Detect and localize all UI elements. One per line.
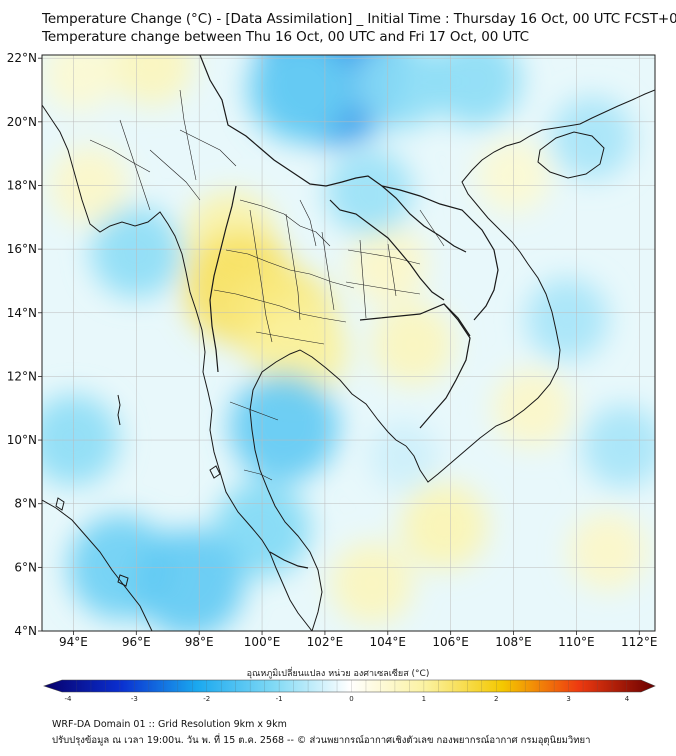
y-tick-label: 4°N [14,624,37,638]
x-axis: 94°E 96°E 98°E 100°E 102°E 104°E 106°E 108°E 110… [59,631,658,649]
colorbar-tick-label: -3 [131,695,138,703]
x-tick-label: 100°E [244,635,281,649]
temperature-field [42,55,655,631]
colorbar-tick-label: 1 [422,695,426,703]
x-tick-label: 110°E [558,635,595,649]
plot-frame [41,54,656,632]
colorbar-tick-label: -4 [65,695,73,703]
footer-credit: ปรับปรุงข้อมูล ณ เวลา 19:00น. วัน พ. ที่… [52,735,591,746]
y-tick-label: 14°N [7,306,37,320]
field-blob [325,148,413,236]
y-tick-label: 20°N [7,115,37,129]
y-axis: 22°N 20°N 18°N 16°N 14°N 12°N 10°N 8°N 6°N 4°N [7,51,42,638]
y-tick-label: 22°N [7,51,37,65]
field-blob [368,421,439,491]
field-blob [135,528,245,631]
x-tick-label: 94°E [59,635,88,649]
field-blob [247,55,353,143]
colorbar-tick-label: 2 [494,695,498,703]
field-blob [42,55,117,112]
map-subtitle: Temperature change between Thu 16 Oct, 0… [42,29,529,45]
field-blob [110,55,194,106]
footer-model-info: WRF-DA Domain 01 :: Grid Resolution 9km … [52,719,287,730]
y-tick-label: 6°N [14,560,37,574]
field-blob [493,369,572,448]
colorbar-label: อุณหภูมิเปลี่ยนแปลง หน่วย องศาเซลเซียส (… [246,669,430,679]
y-tick-label: 8°N [14,497,37,511]
y-tick-label: 18°N [7,178,37,192]
field-blob [229,372,339,482]
field-blob [568,512,648,591]
x-tick-label: 102°E [307,635,344,649]
map-title: Temperature Change (°C) - [Data Assimila… [42,11,676,27]
y-tick-label: 16°N [7,242,37,256]
field-blob [430,55,522,127]
province-borders [89,89,445,481]
field-blob [371,303,455,386]
field-blob [550,96,634,180]
y-tick-label: 10°N [7,433,37,447]
colorbar-tick-label: -1 [276,695,283,703]
colorbar-tick-label: 3 [566,695,570,703]
y-tick-label: 12°N [7,369,37,383]
colorbar-tick-label: 4 [625,695,630,703]
x-tick-label: 106°E [432,635,469,649]
x-tick-label: 104°E [370,635,407,649]
field-blob [400,482,488,570]
field-blob [525,277,609,361]
x-tick-label: 108°E [495,635,532,649]
colorbar-tick-label: 0 [349,695,353,703]
field-blob [582,405,655,488]
x-tick-label: 98°E [185,635,214,649]
x-tick-label: 112°E [621,635,658,649]
graticule [42,55,655,631]
country-borders [199,55,499,569]
colorbar-tick-label: -2 [203,695,210,703]
field-blob [354,55,447,130]
coastline [42,89,655,631]
field-blob [330,541,414,625]
x-tick-label: 96°E [122,635,151,649]
colorbar: -4 -3 -2 -1 0 1 2 3 4 [43,679,656,703]
